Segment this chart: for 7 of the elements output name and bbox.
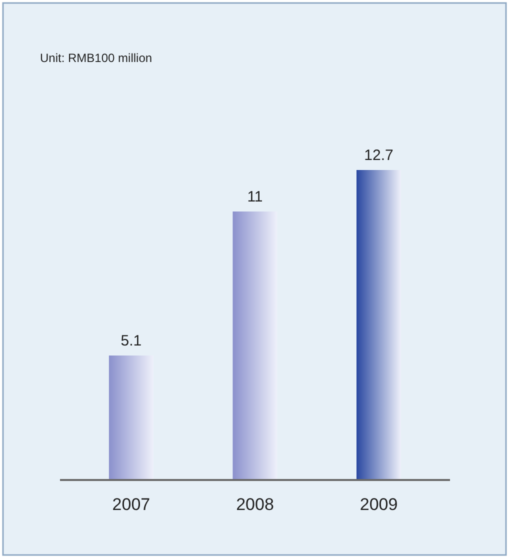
text: Unit: RMB100 million [40, 51, 152, 65]
x-tick-label: 2007 [112, 495, 150, 514]
data-label: 5.1 [120, 332, 142, 350]
data-label: 11 [247, 188, 263, 206]
x-tick-label: 2009 [360, 495, 398, 514]
data-label: 12.7 [364, 147, 394, 164]
x-tick-label: 2008 [236, 495, 274, 514]
